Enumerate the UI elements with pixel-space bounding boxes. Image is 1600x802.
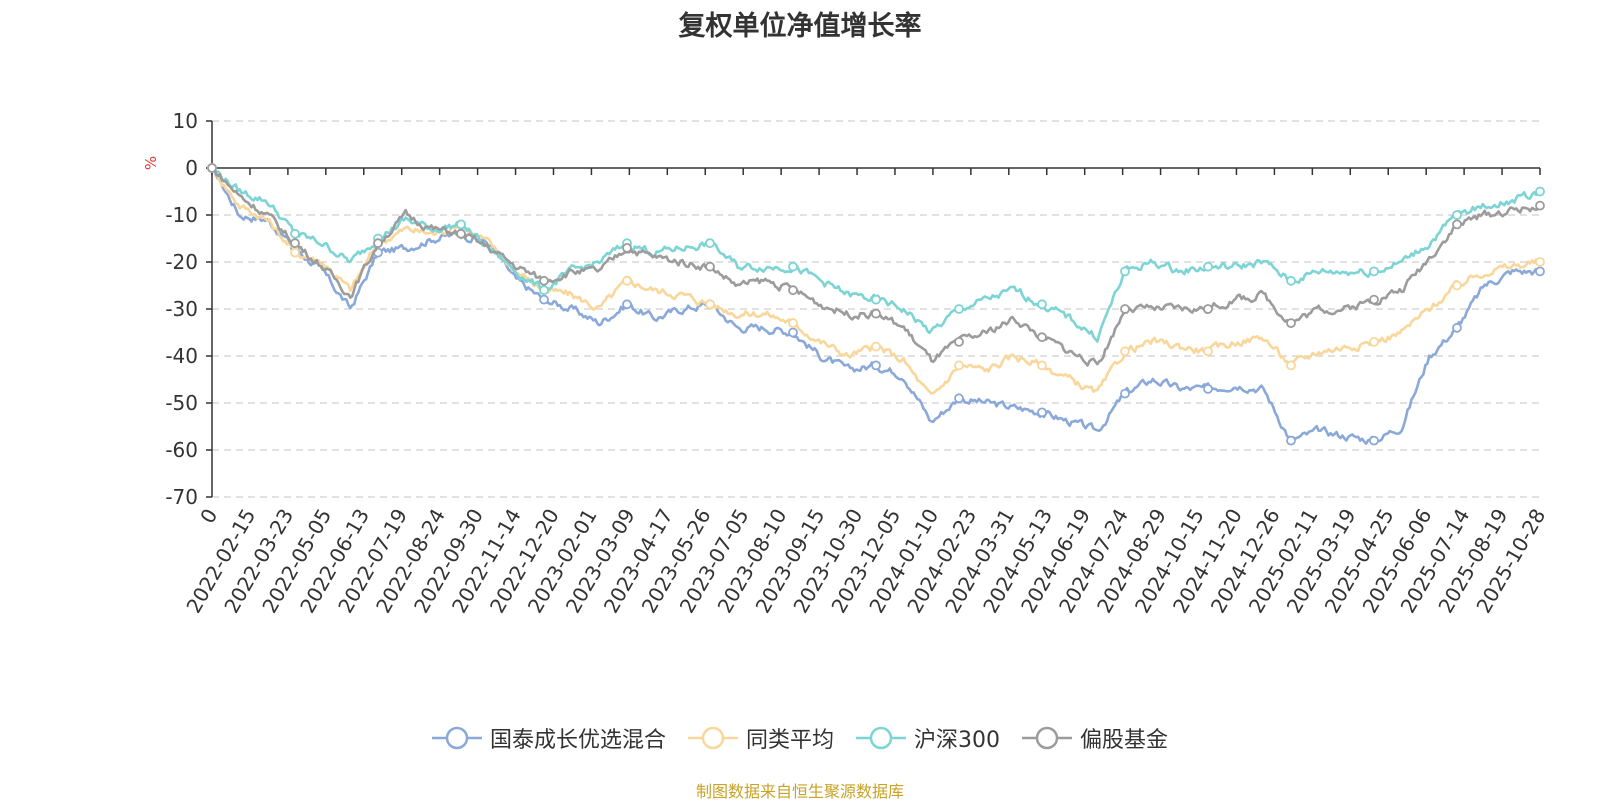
- y-tick-label: 10: [173, 109, 198, 133]
- chart-area: 10 0 -10 -20 -30 -40 -50 -60 -70 02022-02-152022…: [142, 109, 1550, 617]
- y-tick-label: 0: [185, 156, 198, 180]
- data-point[interactable]: [1535, 266, 1545, 277]
- data-point[interactable]: [871, 308, 881, 319]
- data-point[interactable]: [1203, 346, 1213, 357]
- data-point[interactable]: [1369, 266, 1379, 277]
- legend-symbol-icon: [431, 726, 482, 750]
- data-point[interactable]: [954, 360, 964, 371]
- legend-label: 沪深300: [914, 728, 1000, 753]
- data-point[interactable]: [1286, 360, 1296, 371]
- series-line-1: [211, 167, 1541, 395]
- data-point[interactable]: [1369, 294, 1379, 305]
- legend-symbol-icon: [856, 726, 906, 750]
- data-point[interactable]: [1286, 435, 1296, 446]
- legend-label: 国泰成长优选混合: [489, 728, 666, 753]
- data-point[interactable]: [290, 247, 300, 258]
- series-line-3: [211, 166, 1542, 367]
- legend-symbol-icon: [1022, 726, 1072, 750]
- y-tick-label: -60: [165, 438, 198, 462]
- data-point[interactable]: [622, 299, 632, 310]
- data-point[interactable]: [871, 294, 881, 305]
- y-tick-label: -10: [165, 203, 198, 227]
- data-point[interactable]: [539, 275, 549, 286]
- y-tick-label: -30: [165, 297, 198, 321]
- data-point[interactable]: [373, 238, 383, 249]
- data-point[interactable]: [207, 163, 217, 173]
- data-point[interactable]: [1037, 299, 1047, 310]
- axes: 10 0 -10 -20 -30 -40 -50 -60 -70: [165, 109, 1541, 509]
- data-point[interactable]: [1452, 219, 1462, 230]
- data-point[interactable]: [622, 275, 632, 286]
- data-point[interactable]: [871, 341, 881, 352]
- x-tick-labels: 02022-02-152022-03-232022-05-052022-06-1…: [181, 504, 1550, 617]
- data-point[interactable]: [622, 242, 632, 253]
- series-lines: [207, 163, 1545, 446]
- data-source-note: 制图数据来自恒生聚源数据库: [695, 782, 904, 801]
- y-tick-label: -50: [165, 391, 198, 415]
- legend-item-2[interactable]: 沪深300: [856, 722, 1000, 754]
- data-point[interactable]: [539, 294, 549, 305]
- data-point[interactable]: [456, 219, 466, 230]
- data-point[interactable]: [1120, 266, 1130, 277]
- data-point[interactable]: [871, 360, 881, 371]
- legend-item-3[interactable]: 偏股基金: [1022, 722, 1168, 754]
- legend-label: 同类平均: [745, 728, 834, 753]
- data-point[interactable]: [1286, 275, 1296, 286]
- data-point[interactable]: [1037, 407, 1047, 418]
- y-axis-label: %: [142, 156, 160, 170]
- chart-title: 复权单位净值增长率: [678, 11, 922, 42]
- data-point[interactable]: [1120, 388, 1130, 399]
- data-point[interactable]: [539, 285, 549, 296]
- data-point[interactable]: [1452, 280, 1462, 291]
- data-point[interactable]: [954, 336, 964, 347]
- series-line-0: [211, 165, 1541, 445]
- data-point[interactable]: [1452, 322, 1462, 333]
- x-tick-label: 0: [195, 505, 222, 528]
- y-tick-label: -40: [165, 344, 198, 368]
- legend-item-0[interactable]: 国泰成长优选混合: [431, 722, 666, 754]
- data-point[interactable]: [1203, 261, 1213, 272]
- data-point[interactable]: [1203, 304, 1213, 314]
- gridlines: [212, 120, 1540, 498]
- data-point[interactable]: [290, 238, 300, 249]
- data-point[interactable]: [1535, 200, 1545, 211]
- data-point[interactable]: [954, 393, 964, 404]
- data-point[interactable]: [705, 238, 715, 249]
- legend-item-1[interactable]: 同类平均: [687, 722, 834, 754]
- data-point[interactable]: [788, 261, 798, 272]
- y-tick-label: -20: [165, 250, 198, 274]
- data-point[interactable]: [1037, 332, 1047, 343]
- data-point[interactable]: [1203, 383, 1213, 394]
- data-point[interactable]: [1535, 257, 1545, 267]
- data-point[interactable]: [1120, 304, 1130, 314]
- y-tick-label: -70: [165, 485, 198, 509]
- data-point[interactable]: [705, 299, 715, 310]
- data-point[interactable]: [1120, 346, 1130, 357]
- data-point[interactable]: [1369, 336, 1379, 347]
- data-point[interactable]: [1535, 186, 1545, 197]
- legend-symbol-icon: [687, 726, 738, 750]
- data-point[interactable]: [1452, 210, 1462, 220]
- legend-label: 偏股基金: [1080, 728, 1169, 753]
- data-point[interactable]: [1037, 360, 1047, 371]
- data-point[interactable]: [705, 261, 715, 272]
- data-point[interactable]: [456, 228, 466, 239]
- data-point[interactable]: [788, 318, 798, 329]
- legend: 国泰成长优选混合 同类平均 沪深300 偏股基金: [0, 722, 1600, 754]
- data-point[interactable]: [1286, 318, 1296, 329]
- data-point[interactable]: [788, 327, 798, 338]
- data-point[interactable]: [954, 304, 964, 314]
- data-point[interactable]: [788, 285, 798, 296]
- data-point[interactable]: [290, 228, 300, 239]
- data-point[interactable]: [1369, 435, 1379, 446]
